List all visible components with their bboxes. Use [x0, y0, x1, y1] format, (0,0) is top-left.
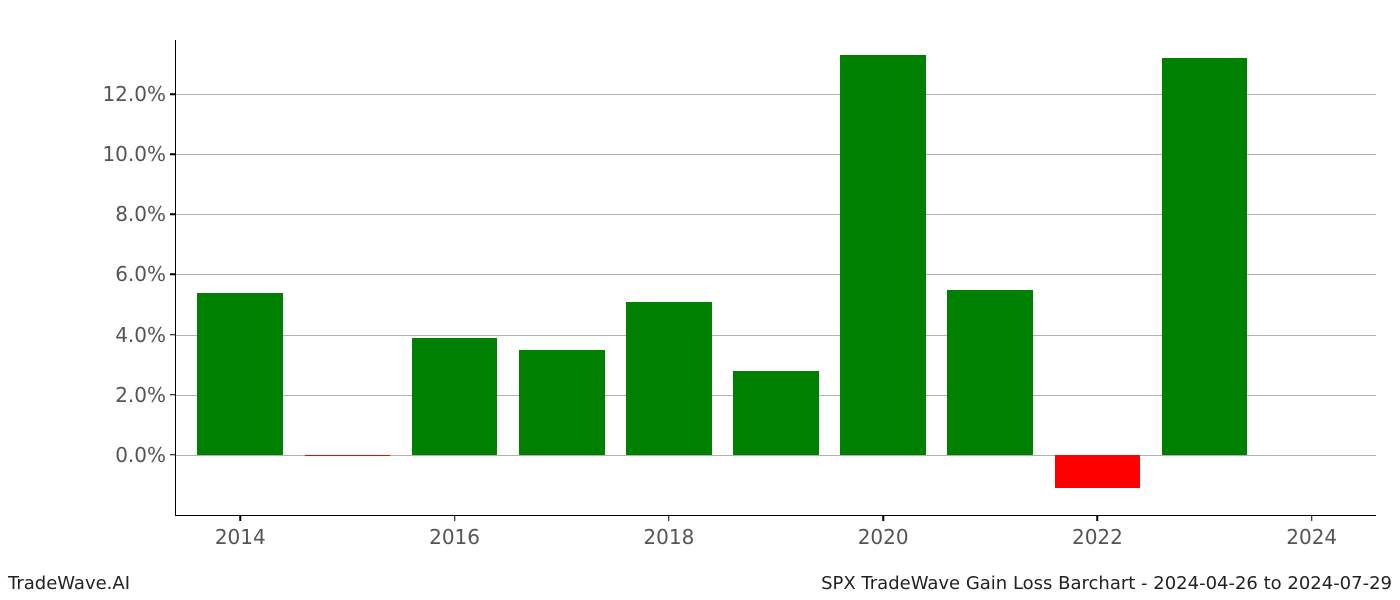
bar — [1055, 455, 1141, 488]
footer-left-text: TradeWave.AI — [8, 573, 130, 594]
bar — [1162, 58, 1248, 455]
bar — [626, 302, 712, 455]
y-tick-label: 10.0% — [102, 142, 176, 166]
x-tick-label: 2014 — [215, 515, 266, 549]
y-tick-label: 12.0% — [102, 82, 176, 106]
x-tick-label: 2022 — [1072, 515, 1123, 549]
plot-area: 0.0%2.0%4.0%6.0%8.0%10.0%12.0%2014201620… — [175, 40, 1376, 516]
y-tick-label: 6.0% — [115, 262, 176, 286]
footer-right-text: SPX TradeWave Gain Loss Barchart - 2024-… — [821, 573, 1392, 594]
x-tick-label: 2018 — [643, 515, 694, 549]
x-tick-label: 2024 — [1286, 515, 1337, 549]
bar — [840, 55, 926, 455]
bar — [947, 290, 1033, 455]
y-tick-label: 2.0% — [115, 383, 176, 407]
y-tick-label: 0.0% — [115, 443, 176, 467]
x-tick-label: 2020 — [858, 515, 909, 549]
figure: 0.0% 2.0% 4.0% 6.0% 8.0% 10.0% 12.0% 2014 2016 20… — [0, 0, 1400, 600]
y-tick-label: 4.0% — [115, 323, 176, 347]
bar — [519, 350, 605, 455]
y-tick-label: 8.0% — [115, 202, 176, 226]
bar — [305, 455, 391, 457]
bar — [412, 338, 498, 455]
bar — [197, 293, 283, 455]
bar — [733, 371, 819, 455]
x-tick-label: 2016 — [429, 515, 480, 549]
